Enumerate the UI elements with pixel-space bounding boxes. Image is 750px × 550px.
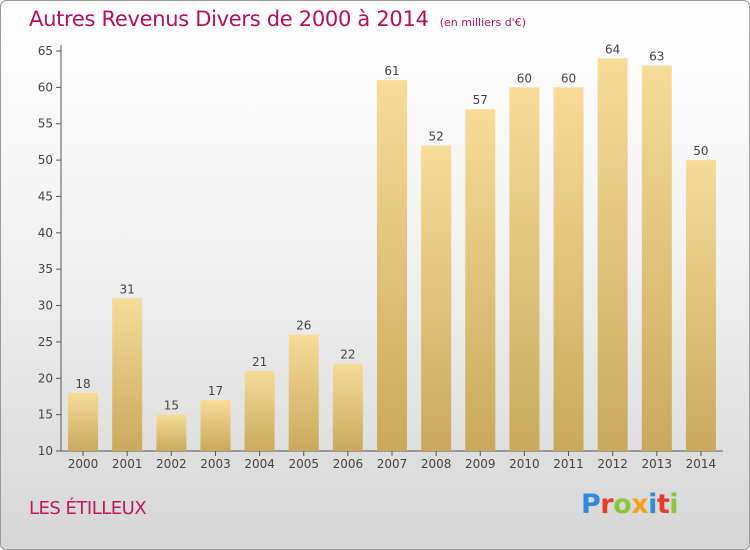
y-tick-label: 60 [38, 80, 53, 94]
bar [156, 414, 187, 451]
x-tick-label: 2010 [509, 457, 540, 471]
bar-value-label: 60 [517, 71, 532, 85]
y-tick-label: 25 [38, 335, 53, 349]
bar [553, 87, 584, 451]
x-tick-label: 2011 [553, 457, 584, 471]
y-tick-label: 50 [38, 153, 53, 167]
bar [112, 298, 143, 451]
bar-value-label: 15 [164, 399, 179, 413]
logo-letter: r [600, 489, 614, 520]
x-tick-label: 2014 [686, 457, 717, 471]
bar [597, 58, 628, 451]
logo-letter: o [613, 489, 632, 520]
chart-title: Autres Revenus Divers de 2000 à 2014 [29, 7, 429, 31]
chart-unit: (en milliers d'€) [439, 16, 526, 29]
bar [200, 400, 231, 451]
x-tick-label: 2001 [112, 457, 143, 471]
logo-letter: x [631, 489, 649, 520]
y-tick-label: 20 [38, 371, 53, 385]
x-tick-label: 2002 [156, 457, 187, 471]
bar-value-label: 57 [473, 93, 488, 107]
x-tick-label: 2008 [421, 457, 452, 471]
bar-value-label: 17 [208, 384, 223, 398]
bar-value-label: 22 [340, 348, 355, 362]
y-tick-label: 10 [38, 444, 53, 458]
commune-name: LES ÉTILLEUX [29, 498, 147, 519]
bar-value-label: 18 [75, 377, 90, 391]
bar [685, 160, 716, 451]
x-tick-label: 2007 [377, 457, 408, 471]
logo-letter: t [656, 489, 670, 520]
x-tick-label: 2005 [288, 457, 319, 471]
bar [421, 145, 452, 451]
bar-value-label: 31 [120, 282, 135, 296]
bar [68, 392, 99, 451]
x-tick-label: 2009 [465, 457, 496, 471]
y-tick-label: 55 [38, 117, 53, 131]
bar-value-label: 63 [649, 50, 664, 64]
bar [509, 87, 540, 451]
bar [288, 334, 319, 451]
bar-value-label: 21 [252, 355, 267, 369]
title-block: Autres Revenus Divers de 2000 à 2014 (en… [29, 7, 526, 31]
y-tick-label: 40 [38, 226, 53, 240]
logo-letter: P [581, 489, 601, 520]
bar-value-label: 50 [693, 144, 708, 158]
x-tick-label: 2004 [244, 457, 275, 471]
bar-value-label: 52 [428, 130, 443, 144]
y-tick-label: 15 [38, 408, 53, 422]
bar [641, 65, 672, 451]
logo-letter: i [669, 489, 679, 520]
bar [377, 80, 407, 451]
y-tick-label: 30 [38, 299, 53, 313]
bar [332, 363, 363, 451]
y-tick-label: 65 [38, 44, 53, 58]
proxiti-logo[interactable]: Proxiti [581, 489, 679, 520]
bar-value-label: 26 [296, 319, 311, 333]
bar [244, 371, 275, 451]
bar-value-label: 60 [561, 71, 576, 85]
logo-letter: i [648, 489, 657, 520]
bar-value-label: 64 [605, 42, 620, 56]
y-tick-label: 45 [38, 189, 53, 203]
bar-value-label: 61 [384, 64, 399, 78]
x-tick-label: 2012 [597, 457, 628, 471]
x-tick-label: 2006 [333, 457, 364, 471]
y-tick-label: 35 [38, 262, 53, 276]
bar [465, 109, 496, 451]
x-tick-label: 2003 [200, 457, 231, 471]
x-tick-label: 2013 [642, 457, 673, 471]
x-tick-label: 2000 [68, 457, 99, 471]
